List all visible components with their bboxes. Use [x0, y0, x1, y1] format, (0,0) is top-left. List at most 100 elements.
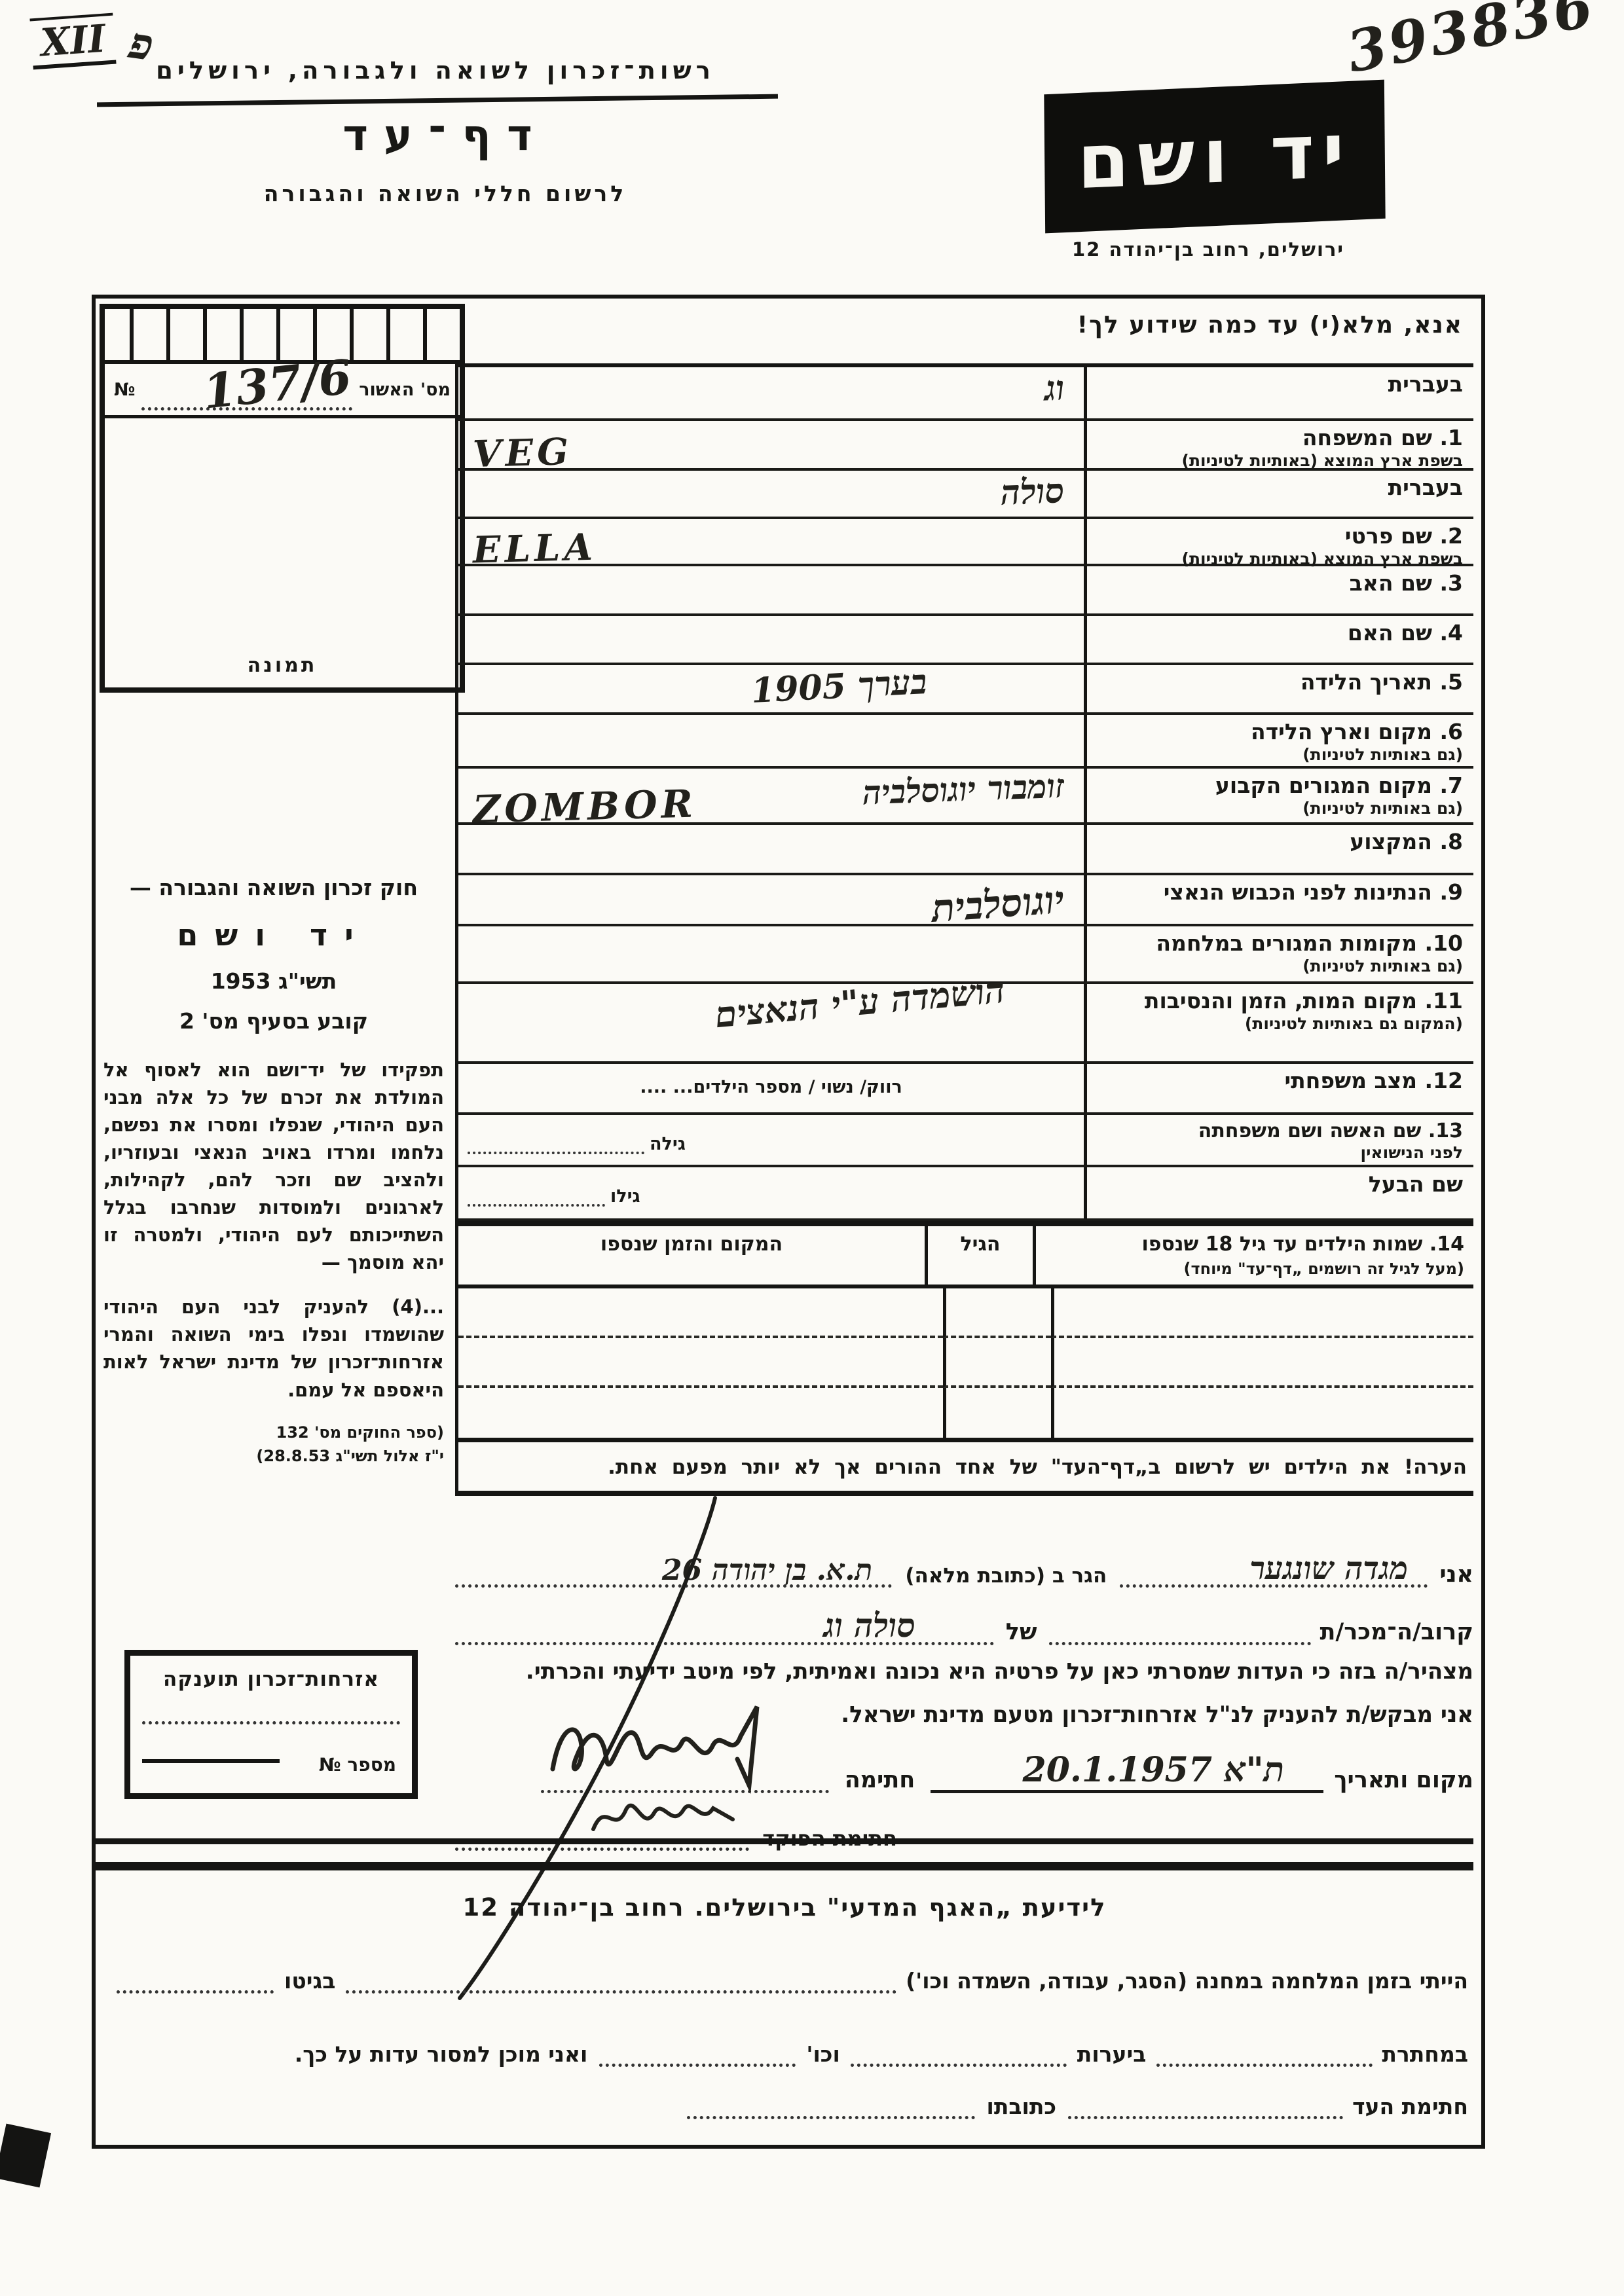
law-source-1: (ספר החוקים מס' 132: [276, 1423, 444, 1442]
place-date-line: מקום ותאריך ת"א 20.1.1957 חתימה: [455, 1705, 1473, 1795]
declarant-address-value: ת.א. בן יהודה 26: [661, 1554, 873, 1587]
camp-fill-line: [346, 1961, 897, 1994]
children-table-row: [458, 1388, 1473, 1438]
signature-line: [540, 1705, 829, 1795]
field-title: שם פרטי: [1344, 523, 1432, 549]
law-paragraph-1: תפקידו של יד־ושם הוא לאסוף אל המולדת את …: [103, 1059, 444, 1274]
field-number: 1.: [1439, 425, 1463, 450]
field-row-10-war-residence: 10. מקומות המגורים במלחמה (גם באותיות לט…: [458, 926, 1473, 984]
answer-area: גילה: [458, 1115, 1084, 1165]
declarant-signature-scribble: [550, 1705, 760, 1795]
birthdate-value: בערך 1905: [750, 662, 928, 711]
scientific-department-notice: לידיעת „האגף המדעי" בירושלים. רחוב בן־יה…: [462, 1893, 1107, 1922]
war-camp-label: הייתי בזמן המלחמה במחנה (הסגר, עבודה, הש…: [906, 1968, 1468, 1994]
table-cell: [1051, 1388, 1473, 1438]
field-sublabel: (גם באותיות לטיניות): [1302, 956, 1463, 975]
field-label: בעברית: [1084, 471, 1473, 517]
section-divider-bottom: [96, 1862, 1473, 1870]
photo-placeholder-label: תמונה: [247, 654, 318, 677]
citizenship-grant-box: אזרחות־זכרון תוענקה מספר №: [124, 1650, 418, 1799]
field-title: מקום המות, הזמן והנסיבות: [1144, 988, 1418, 1013]
answer-area: [458, 616, 1084, 663]
field-number: 3.: [1439, 570, 1463, 596]
answer-area: VEG: [458, 421, 1084, 476]
citizenship-grant-line: [142, 1721, 400, 1724]
table-cell: [943, 1338, 1051, 1388]
authority-underline: [96, 94, 779, 107]
field-number: 11.: [1424, 988, 1463, 1013]
answer-area: סולה: [458, 471, 1084, 517]
field-label: 13. שם האשה ושם משפחתה לפני הנישואין: [1084, 1115, 1473, 1165]
signature-label: חתימה: [844, 1767, 915, 1793]
field-number: 10.: [1424, 930, 1463, 956]
table-cell: [943, 1288, 1051, 1338]
field-row-4-mother: 4. שם האם: [458, 616, 1473, 665]
children-names-subtitle: (מעל לגיל זה רושמים „דף־עד" מיוחד): [1183, 1260, 1464, 1278]
official-signature-scribble: [591, 1803, 735, 1831]
place-date-label: מקום ותאריך: [1334, 1767, 1473, 1793]
declarant-name-value: מגדה שונגער: [1249, 1550, 1409, 1587]
law-year: תשי"ג 1953: [210, 968, 337, 994]
his-age-line: [468, 1184, 605, 1207]
field-number: 4.: [1439, 620, 1463, 646]
declarant-name-line: מגדה שונגער: [1120, 1550, 1428, 1588]
answer-area: בערך 1905: [458, 662, 1084, 712]
children-table-row: [458, 1338, 1473, 1388]
underground-label: במחתרת: [1382, 2041, 1468, 2067]
surname-hebrew-value: וג: [1043, 368, 1065, 409]
surname-latin-value: VEG: [472, 430, 573, 476]
main-form-box: אנא, מלא(י) עד כמה שידוע לך! מס' האשור №…: [92, 295, 1485, 2149]
declarant-address-line: ת.א. בן יהודה 26: [455, 1550, 893, 1588]
field-label: 4. שם האם: [1084, 616, 1473, 663]
children-table: 14. שמות הילדים עד גיל 18 שנספו (מעל לגי…: [458, 1221, 1473, 1438]
yad-vashem-logo: יד ושם: [1044, 79, 1386, 234]
witness-addr-label: כתובתו: [986, 2094, 1057, 2119]
children-table-row: [458, 1288, 1473, 1338]
pen-stroke-artifact: [458, 1496, 717, 2000]
place-date-value: ת"א 20.1.1957: [1022, 1750, 1285, 1790]
field-row-8-profession: 8. המקצוע: [458, 825, 1473, 875]
children-place-header: המקום והזמן שנספו: [600, 1233, 783, 1256]
firstname-hebrew-value: סולה: [999, 471, 1065, 513]
fields-region: בעברית וג 1. שם המשפחה בשפת ארץ המוצא (ב…: [455, 363, 1473, 1851]
field-label: 11. מקום המות, הזמן והנסיבות (המקום גם ב…: [1084, 984, 1473, 1061]
firstname-latin-value: ELLA: [472, 525, 597, 572]
field-row-1-surname: 1. שם המשפחה בשפת ארץ המוצא (באותיות לטי…: [458, 421, 1473, 476]
camp-line: הייתי בזמן המלחמה במחנה (הסגר, עבודה, הש…: [117, 1961, 1468, 1994]
testify-label: ואני מוכן למסור עדות על כך.: [294, 2041, 588, 2067]
field-number: 13.: [1428, 1120, 1463, 1142]
residence-hebrew-value: זומבור יוגוסלביה: [861, 766, 1065, 812]
field-title: מקום המגורים הקבוע: [1215, 773, 1432, 798]
approval-number-label: מס' האשור: [359, 379, 451, 400]
field-sublabel: (גם באותיות לטיניות): [1302, 744, 1463, 764]
declarant-line: אני מגדה שונגער הגר ב (כתובת מלאה) ת.א. …: [455, 1527, 1473, 1588]
field-sublabel: (גם באותיות לטיניות): [1302, 798, 1463, 818]
field-title: תאריך הלידה: [1300, 669, 1432, 695]
scan-smudge-artifact: [0, 2123, 52, 2188]
field-sublabel: (המקום גם באותיות לטיניות): [1244, 1013, 1463, 1033]
section-divider-top: [96, 1838, 1473, 1844]
witness-sig-fill-line: [1068, 2087, 1344, 2119]
field-label: בעברית: [1084, 367, 1473, 418]
field-label: 10. מקומות המגורים במלחמה (גם באותיות לט…: [1084, 926, 1473, 981]
underground-line: במחתרת ביערות וכו' ואני מוכן למסור עדות …: [117, 2035, 1468, 2067]
truth-statement: מצהיר/ה בזה כי העדות שמסרתי כאן על פרטיה…: [525, 1658, 1473, 1685]
field-row-7-residence: 7. מקום המגורים הקבוע (גם באותיות לטיניו…: [458, 766, 1473, 831]
etc-label: וכו': [806, 2041, 840, 2067]
answer-area: [458, 566, 1084, 613]
field-sublabel: בשפת ארץ המוצא (באותיות לטיניות): [1181, 450, 1463, 470]
logo-address: ירושלים, רחוב בן־יהודה 12: [1072, 238, 1344, 261]
field-sublabel: בשפת ארץ המוצא (באותיות לטיניות): [1181, 549, 1463, 568]
answer-area: [458, 825, 1084, 873]
field-number: 12.: [1424, 1068, 1463, 1093]
marital-options: רווק/ נשוי / מספר הילדים... ....: [640, 1077, 902, 1097]
answer-area: הושמדה ע"י הנאצים: [458, 969, 1084, 1061]
witness-addr-fill-line: [686, 2087, 975, 2119]
field-row-13-wife: 13. שם האשה ושם משפחתה לפני הנישואין גיל…: [458, 1115, 1473, 1167]
forests-fill-line: [850, 2035, 1067, 2067]
ruled-block: בעברית וג 1. שם המשפחה בשפת ארץ המוצא (ב…: [455, 367, 1473, 1496]
field-number: 9.: [1439, 879, 1463, 905]
field-label: 6. מקום וארץ הלידה (גם באותיות לטיניות): [1084, 715, 1473, 766]
of-label: של: [1005, 1619, 1037, 1645]
field-row-2-firstname: 2. שם פרטי בשפת ארץ המוצא (באותיות לטיני…: [458, 519, 1473, 572]
